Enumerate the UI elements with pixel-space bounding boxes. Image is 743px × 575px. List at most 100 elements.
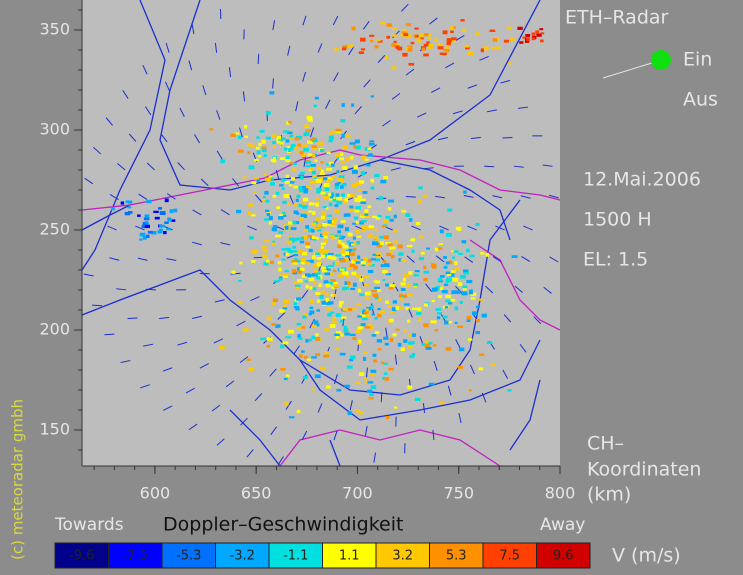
echo-pixel xyxy=(295,284,301,288)
echo-pixel xyxy=(293,202,298,207)
echo-pixel xyxy=(307,140,314,144)
echo-pixel xyxy=(423,33,429,37)
echo-pixel xyxy=(322,250,328,254)
echo-pixel xyxy=(364,146,370,151)
echo-pixel xyxy=(403,329,407,333)
echo-pixel xyxy=(311,236,316,240)
wind-dash xyxy=(310,127,315,138)
echo-pixel xyxy=(289,134,294,138)
wind-dash xyxy=(455,285,463,294)
toggle-on[interactable]: Ein xyxy=(683,49,712,71)
wind-dash xyxy=(140,384,150,389)
wind-dash xyxy=(533,316,542,325)
echo-pixel xyxy=(449,273,455,277)
echo-pixel xyxy=(299,240,305,244)
echo-pixel xyxy=(354,198,361,203)
echo-pixel xyxy=(280,344,285,349)
wind-dash xyxy=(495,225,505,231)
echo-pixel xyxy=(253,191,257,194)
echo-pixel xyxy=(285,252,290,256)
echo-pixel xyxy=(275,191,280,195)
echo-pixel xyxy=(442,30,448,35)
echo-pixel xyxy=(330,222,337,226)
echo-pixel xyxy=(353,282,357,287)
echo-pixel xyxy=(170,219,176,222)
echo-pixel xyxy=(334,47,339,51)
echo-pixel xyxy=(326,307,332,311)
echo-pixel xyxy=(268,216,273,221)
echo-pixel xyxy=(367,269,374,274)
echo-pixel xyxy=(260,337,267,341)
echo-pixel xyxy=(308,187,313,190)
echo-pixel xyxy=(279,273,283,277)
wind-dash xyxy=(333,374,338,385)
echo-pixel xyxy=(435,285,441,289)
colorbar-label: -9.6 xyxy=(69,549,94,564)
echo-pixel xyxy=(319,172,326,175)
echo-pixel xyxy=(467,51,474,56)
echo-pixel xyxy=(358,51,364,55)
echo-pixel xyxy=(157,207,163,210)
echo-pixel xyxy=(359,220,364,225)
wind-dash xyxy=(394,354,398,365)
echo-pixel xyxy=(333,281,338,284)
echo-pixel xyxy=(352,222,357,225)
echo-pixel xyxy=(416,311,422,315)
echo-pixel xyxy=(458,347,465,352)
echo-pixel xyxy=(337,230,342,234)
colorbar-label: -5.3 xyxy=(176,549,201,564)
toggle-indicator xyxy=(651,50,671,70)
echo-pixel xyxy=(359,180,364,184)
echo-pixel xyxy=(318,248,324,252)
echo-pixel xyxy=(361,225,368,230)
echo-pixel xyxy=(348,248,353,252)
echo-pixel xyxy=(289,162,293,165)
wind-dash xyxy=(390,167,401,171)
echo-pixel xyxy=(296,322,302,326)
echo-pixel xyxy=(370,186,375,190)
echo-pixel xyxy=(370,95,374,98)
echo-pixel xyxy=(400,259,407,262)
echo-pixel xyxy=(311,324,317,328)
wind-dash xyxy=(377,253,385,262)
x-tick-label: 600 xyxy=(140,484,171,503)
echo-pixel xyxy=(428,382,435,386)
echo-pixel xyxy=(349,358,354,362)
echo-pixel xyxy=(374,331,380,334)
echo-pixel xyxy=(163,230,167,235)
echo-pixel xyxy=(422,194,428,198)
echo-pixel xyxy=(421,343,426,346)
echo-pixel xyxy=(297,279,303,283)
echo-pixel xyxy=(285,374,290,378)
echo-pixel xyxy=(263,218,270,221)
echo-pixel xyxy=(441,289,448,294)
wind-dash xyxy=(439,225,449,231)
echo-pixel xyxy=(383,263,390,267)
echo-pixel xyxy=(209,128,214,131)
echo-pixel xyxy=(377,307,381,311)
echo-pixel xyxy=(393,40,397,44)
echo-pixel xyxy=(296,297,302,301)
echo-pixel xyxy=(266,316,272,321)
echo-pixel xyxy=(290,143,296,148)
wind-dash xyxy=(435,195,446,199)
toggle-off[interactable]: Aus xyxy=(683,89,718,111)
echo-pixel xyxy=(339,180,343,184)
echo-pixel xyxy=(324,266,330,270)
echo-pixel xyxy=(317,176,324,181)
wind-dash xyxy=(216,150,223,160)
echo-pixel xyxy=(459,300,463,304)
echo-pixel xyxy=(316,229,322,232)
echo-pixel xyxy=(389,218,394,222)
echo-pixel xyxy=(397,342,402,347)
echo-pixel xyxy=(392,333,397,337)
echo-pixel xyxy=(284,270,289,273)
echo-pixel xyxy=(314,322,318,325)
colorbar-bin xyxy=(268,542,323,569)
echo-pixel xyxy=(315,237,319,240)
echo-pixel xyxy=(435,308,442,311)
echo-pixel xyxy=(394,240,398,244)
echo-pixel xyxy=(307,234,313,238)
echo-pixel xyxy=(296,150,302,153)
echo-pixel xyxy=(463,269,469,274)
